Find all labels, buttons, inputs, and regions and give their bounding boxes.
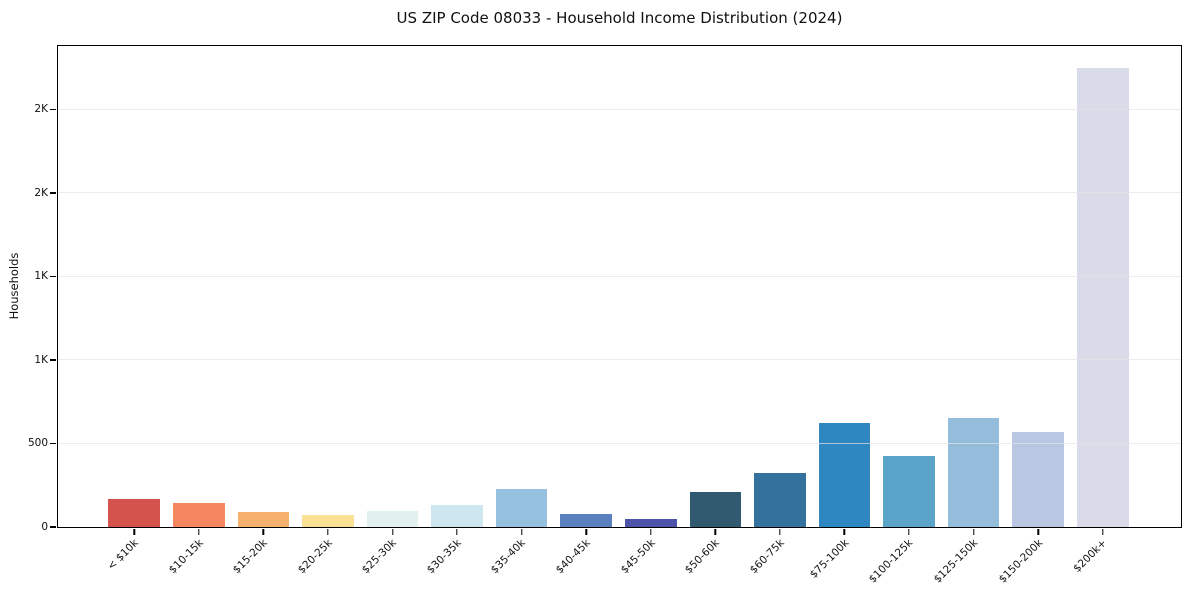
x-tick-mark: [133, 529, 135, 535]
x-tick-label: $100-125k: [866, 537, 916, 586]
x-tick-label: $10-15k: [166, 537, 206, 577]
bar: [754, 472, 806, 527]
x-tick-label: $15-20k: [230, 537, 270, 577]
bar: [237, 511, 290, 527]
x-tick-mark: [843, 529, 846, 535]
y-tick-mark: [50, 108, 56, 111]
x-tick-mark: [1102, 529, 1104, 535]
x-tick-label: $150-200k: [996, 537, 1045, 586]
x-tick-mark: [327, 529, 329, 535]
bar-slot: $50-60k: [683, 46, 748, 576]
bar: [108, 498, 161, 527]
x-tick-label: $20-25k: [295, 537, 335, 577]
x-tick-mark: [650, 529, 652, 535]
y-tick-mark: [50, 526, 56, 528]
y-tick-mark: [50, 275, 56, 278]
bar: [560, 514, 613, 527]
x-tick-label: $40-45k: [553, 537, 593, 577]
gridline: [58, 359, 1181, 361]
y-tick-label: 1K: [34, 353, 48, 366]
bar: [883, 456, 935, 527]
x-tick-mark: [262, 529, 265, 535]
bar-slot: $35-40k: [489, 46, 554, 576]
bar-slot: $30-35k: [424, 46, 490, 576]
y-tick-label: 0: [41, 521, 48, 533]
x-tick-mark: [585, 529, 587, 535]
y-tick-label: 2K: [34, 186, 48, 199]
bar-slot: $200k+: [1070, 46, 1135, 575]
x-tick-label: < $10k: [105, 537, 141, 573]
bar-slot: $40-45k: [554, 46, 619, 576]
bar-slot: $75-100k: [807, 46, 877, 581]
bar: [689, 491, 742, 527]
bar: [495, 489, 548, 527]
bar-slot: $25-30k: [360, 46, 425, 576]
bar-slot: $45-50k: [618, 46, 684, 576]
bar: [1076, 67, 1129, 527]
x-tick-mark: [779, 529, 781, 535]
gridline: [58, 442, 1181, 444]
bar-slot: $60-75k: [747, 46, 813, 576]
plot-area: 0 500 1K 1K 2K 2K < $10k $10-15k $15-20k $20-25k $…: [28, 45, 1182, 586]
y-tick-label: 1K: [34, 270, 48, 283]
bar: [1012, 431, 1064, 527]
x-tick-mark: [198, 529, 200, 535]
bar: [818, 423, 871, 527]
x-tick-mark: [908, 529, 910, 535]
bar: [173, 502, 225, 527]
y-tick-label: 500: [27, 437, 48, 450]
x-tick-label: $45-50k: [618, 537, 658, 577]
x-tick-mark: [456, 529, 458, 535]
chart-title: US ZIP Code 08033 - Household Income Dis…: [396, 9, 843, 27]
x-tick-label: $75-100k: [807, 537, 851, 581]
x-tick-mark: [714, 529, 717, 535]
bar-slot: $100-125k: [867, 46, 942, 586]
bar: [624, 518, 677, 527]
x-tick-mark: [391, 529, 394, 535]
y-tick-mark: [50, 359, 56, 361]
gridline: [58, 192, 1181, 194]
bar-slot: < $10k: [102, 46, 167, 573]
x-tick-label: $200k+: [1071, 537, 1110, 575]
x-tick-label: $35-40k: [489, 537, 529, 577]
x-tick-mark: [972, 529, 975, 535]
y-tick-mark: [50, 442, 56, 445]
x-tick-label: $25-30k: [359, 537, 400, 577]
x-tick-label: $50-60k: [682, 537, 722, 577]
x-tick-mark: [520, 529, 523, 535]
bar-slot: $150-200k: [996, 46, 1071, 586]
gridline: [58, 108, 1181, 110]
x-tick-label: $30-35k: [424, 537, 464, 577]
bars-row: < $10k $10-15k $15-20k $20-25k $25-30k $30-35…: [58, 46, 1181, 586]
bar-slot: $20-25k: [295, 46, 361, 576]
y-axis-title: Households: [7, 252, 21, 320]
bar: [366, 511, 419, 527]
bar: [302, 515, 354, 527]
bar: [431, 505, 483, 527]
x-tick-label: $60-75k: [747, 537, 787, 577]
bar-slot: $10-15k: [166, 46, 232, 576]
x-tick-mark: [1037, 529, 1039, 535]
gridline: [58, 275, 1181, 277]
bar-slot: $125-150k: [932, 46, 1006, 586]
y-tick-label: 2K: [34, 103, 48, 116]
bar-slot: $15-20k: [231, 46, 296, 576]
bar: [947, 417, 1000, 527]
x-tick-label: $125-150k: [931, 537, 981, 586]
y-tick-mark: [50, 192, 56, 194]
